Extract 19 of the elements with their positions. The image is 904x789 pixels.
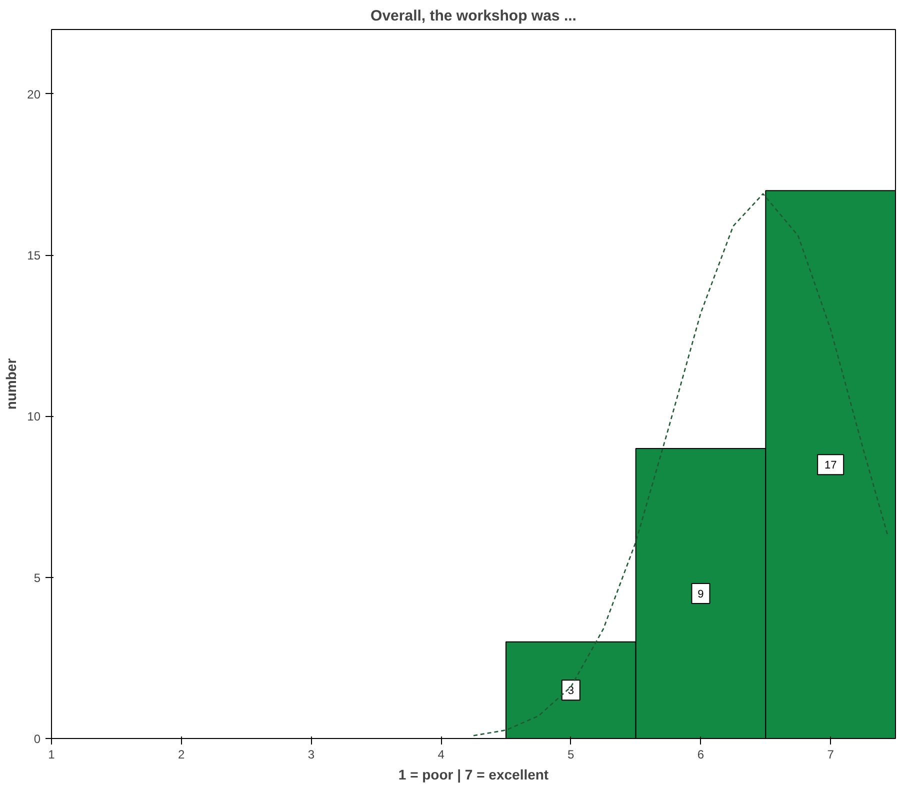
data-label: 3 <box>568 685 574 698</box>
x-tick-label: 3 <box>308 748 315 762</box>
line-series <box>472 193 888 736</box>
y-tick-label: 5 <box>34 570 41 585</box>
y-tick-label: 0 <box>34 732 41 746</box>
x-tick-label: 5 <box>568 748 575 762</box>
x-axis-title: 1 = poor | 7 = excellent <box>398 766 549 784</box>
data-label: 9 <box>698 588 704 600</box>
y-axis-title: number <box>3 358 20 410</box>
y-tick-label: 15 <box>27 248 41 263</box>
x-tick-label: 1 <box>48 748 56 762</box>
x-tick-label: 2 <box>178 748 186 762</box>
x-tick-label: 4 <box>438 748 445 762</box>
chart-title: Overall, the workshop was ... <box>370 8 576 24</box>
x-tick-label: 7 <box>827 748 834 762</box>
y-tick-label: 10 <box>27 410 41 424</box>
x-tick-label: 6 <box>697 748 704 762</box>
y-tick-label: 20 <box>27 87 41 102</box>
data-label: 17 <box>824 460 837 472</box>
